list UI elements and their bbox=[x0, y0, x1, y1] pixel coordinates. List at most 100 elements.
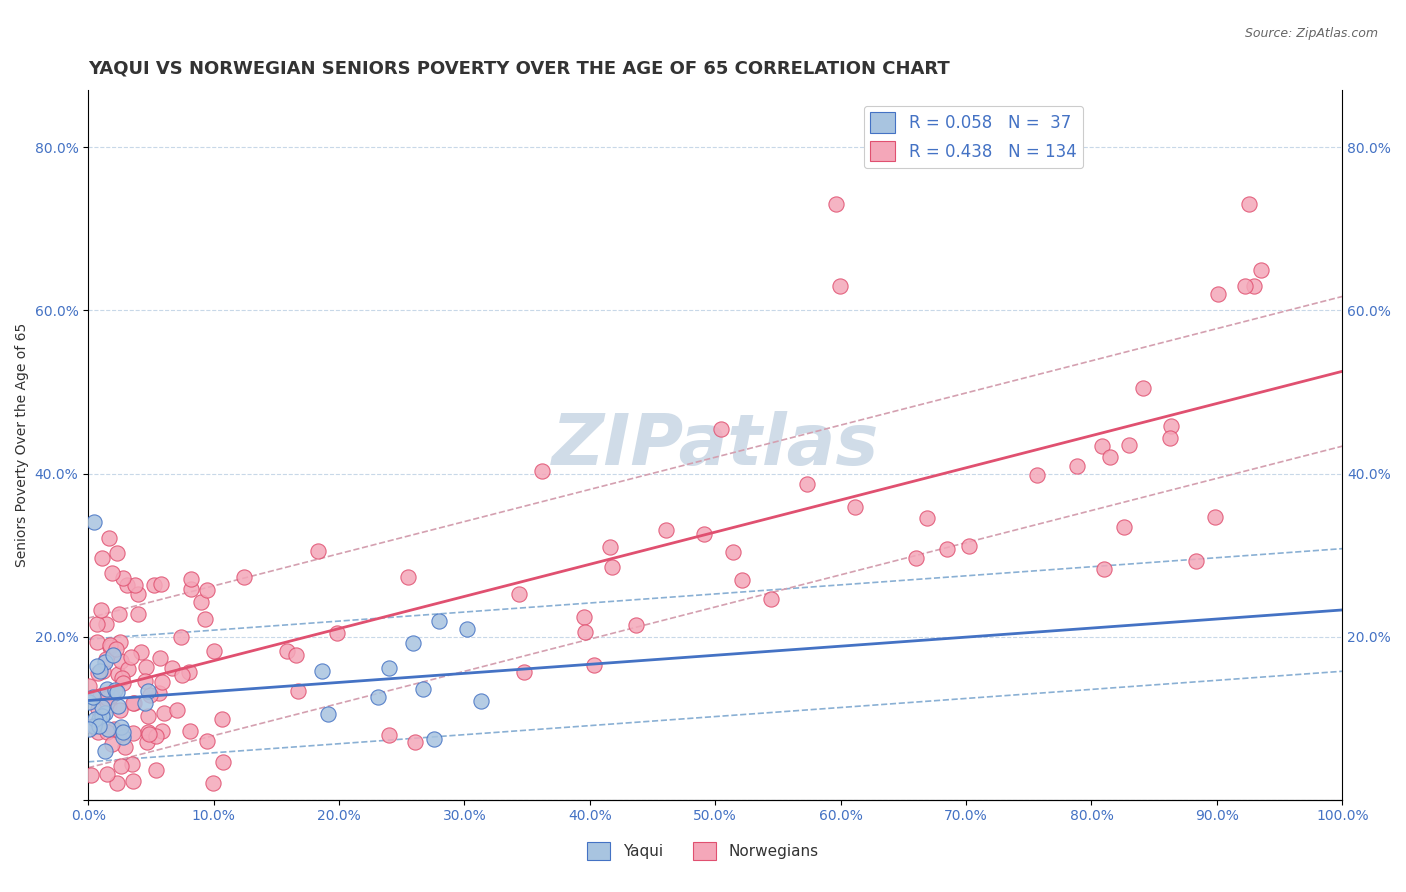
Norwegians bbox=[180, 582, 202, 597]
Norwegians bbox=[145, 763, 167, 777]
Legend: R = 0.058   N =  37, R = 0.438   N = 134: R = 0.058 N = 37, R = 0.438 N = 134 bbox=[863, 105, 1083, 168]
Norwegians bbox=[96, 691, 118, 706]
Yaqui bbox=[87, 712, 110, 726]
Norwegians bbox=[121, 774, 143, 789]
Norwegians bbox=[129, 645, 152, 659]
Norwegians bbox=[77, 680, 100, 694]
Norwegians bbox=[152, 706, 174, 720]
Norwegians bbox=[124, 578, 146, 592]
Yaqui bbox=[311, 664, 333, 678]
Yaqui bbox=[423, 731, 446, 746]
Norwegians bbox=[1098, 450, 1121, 465]
Norwegians bbox=[122, 696, 145, 710]
Yaqui bbox=[318, 707, 340, 722]
Norwegians bbox=[98, 531, 121, 545]
Norwegians bbox=[121, 726, 143, 740]
Norwegians bbox=[1159, 431, 1181, 445]
Yaqui bbox=[402, 636, 425, 650]
Yaqui bbox=[83, 718, 105, 732]
Norwegians bbox=[1025, 468, 1047, 483]
Norwegians bbox=[105, 776, 128, 790]
Norwegians bbox=[197, 582, 219, 597]
Norwegians bbox=[530, 464, 553, 478]
Yaqui bbox=[82, 690, 104, 704]
Norwegians bbox=[574, 625, 596, 640]
Norwegians bbox=[90, 550, 112, 565]
Yaqui bbox=[79, 695, 101, 709]
Yaqui bbox=[105, 685, 128, 699]
Yaqui bbox=[377, 661, 399, 675]
Norwegians bbox=[830, 279, 852, 293]
Yaqui bbox=[89, 664, 111, 678]
Norwegians bbox=[233, 570, 256, 584]
Norwegians bbox=[112, 675, 135, 690]
Yaqui bbox=[83, 516, 105, 530]
Norwegians bbox=[136, 725, 159, 739]
Norwegians bbox=[121, 757, 143, 772]
Yaqui bbox=[112, 725, 135, 739]
Norwegians bbox=[142, 578, 165, 592]
Norwegians bbox=[1237, 197, 1260, 211]
Norwegians bbox=[1243, 279, 1265, 293]
Norwegians bbox=[378, 728, 401, 742]
Norwegians bbox=[138, 689, 160, 703]
Text: YAQUI VS NORWEGIAN SENIORS POVERTY OVER THE AGE OF 65 CORRELATION CHART: YAQUI VS NORWEGIAN SENIORS POVERTY OVER … bbox=[89, 60, 950, 78]
Norwegians bbox=[915, 511, 938, 525]
Norwegians bbox=[1114, 520, 1136, 534]
Norwegians bbox=[166, 703, 188, 717]
Norwegians bbox=[103, 723, 125, 737]
Norwegians bbox=[935, 542, 957, 557]
Norwegians bbox=[136, 709, 159, 723]
Norwegians bbox=[179, 665, 201, 679]
Norwegians bbox=[285, 648, 308, 663]
Norwegians bbox=[197, 734, 219, 748]
Norwegians bbox=[600, 560, 623, 574]
Yaqui bbox=[101, 648, 124, 662]
Norwegians bbox=[148, 686, 170, 700]
Text: Source: ZipAtlas.com: Source: ZipAtlas.com bbox=[1244, 27, 1378, 40]
Norwegians bbox=[149, 576, 172, 591]
Norwegians bbox=[1206, 287, 1229, 301]
Norwegians bbox=[287, 684, 309, 698]
Norwegians bbox=[1118, 438, 1140, 452]
Norwegians bbox=[1160, 418, 1182, 433]
Norwegians bbox=[150, 675, 173, 690]
Norwegians bbox=[1204, 510, 1226, 524]
Norwegians bbox=[127, 607, 149, 621]
Norwegians bbox=[145, 729, 167, 743]
Yaqui bbox=[112, 731, 135, 745]
Yaqui bbox=[87, 719, 110, 733]
Yaqui bbox=[91, 709, 114, 723]
Norwegians bbox=[325, 626, 347, 640]
Norwegians bbox=[1184, 554, 1206, 568]
Yaqui bbox=[86, 658, 108, 673]
Y-axis label: Seniors Poverty Over the Age of 65: Seniors Poverty Over the Age of 65 bbox=[15, 323, 30, 567]
Norwegians bbox=[170, 668, 193, 682]
Norwegians bbox=[86, 725, 108, 739]
Norwegians bbox=[101, 689, 124, 703]
Norwegians bbox=[193, 612, 215, 626]
Norwegians bbox=[86, 616, 108, 631]
Norwegians bbox=[104, 642, 127, 657]
Norwegians bbox=[761, 592, 783, 607]
Norwegians bbox=[86, 635, 108, 649]
Legend: Yaqui, Norwegians: Yaqui, Norwegians bbox=[581, 836, 825, 866]
Yaqui bbox=[77, 722, 100, 736]
Norwegians bbox=[91, 665, 114, 679]
Norwegians bbox=[110, 654, 132, 668]
Norwegians bbox=[626, 618, 648, 632]
Yaqui bbox=[136, 683, 159, 698]
Norwegians bbox=[202, 776, 225, 790]
Norwegians bbox=[107, 666, 129, 681]
Norwegians bbox=[89, 689, 111, 703]
Yaqui bbox=[134, 697, 156, 711]
Norwegians bbox=[202, 644, 225, 658]
Norwegians bbox=[721, 545, 744, 559]
Norwegians bbox=[82, 719, 104, 733]
Norwegians bbox=[599, 540, 621, 554]
Norwegians bbox=[844, 500, 866, 514]
Norwegians bbox=[121, 696, 143, 710]
Norwegians bbox=[87, 702, 110, 716]
Norwegians bbox=[583, 657, 606, 672]
Yaqui bbox=[367, 690, 389, 705]
